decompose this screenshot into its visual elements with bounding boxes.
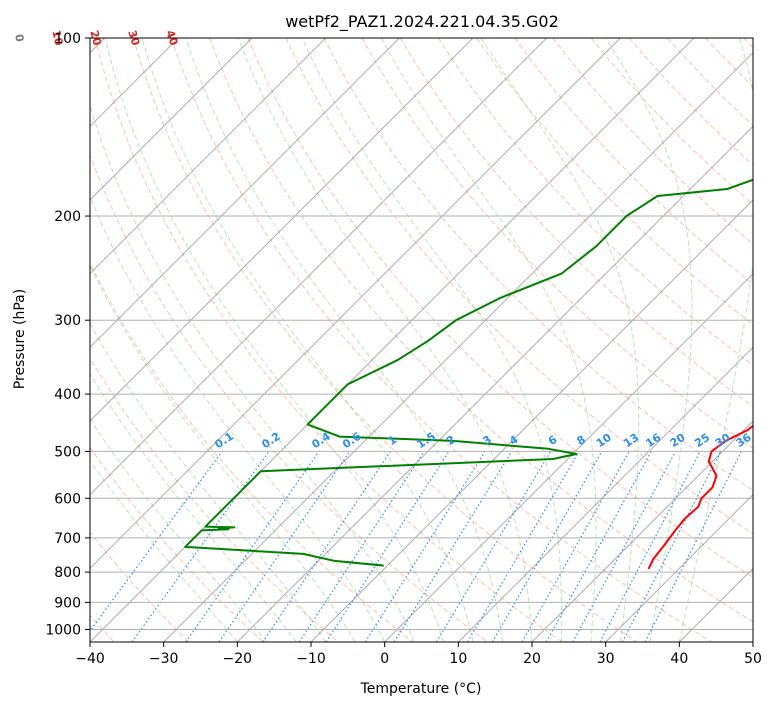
dry-adiabat: [90, 261, 414, 642]
isotherm: [90, 38, 400, 349]
data-series: [184, 178, 753, 570]
isotherm: [384, 272, 753, 642]
mixing-ratio-line: [218, 451, 351, 642]
isotherm: [90, 38, 548, 496]
y-tick-label: 200: [54, 209, 81, 225]
dry-adiabat-label: 0: [12, 33, 26, 43]
x-tick-label: 20: [523, 651, 541, 667]
isotherm: [531, 420, 753, 642]
moist-adiabat: [104, 38, 445, 642]
x-tick-label: 30: [597, 651, 615, 667]
isotherm: [457, 346, 753, 642]
x-tick-label: 50: [744, 651, 762, 667]
x-tick-label: −40: [75, 651, 105, 667]
mixing-ratio-line: [545, 451, 652, 642]
y-tick-label: 300: [54, 313, 81, 329]
mixing-ratio-line: [572, 451, 677, 642]
y-tick-label: 800: [54, 565, 81, 581]
dry-adiabat-label: 10: [49, 29, 65, 47]
dry-adiabat: [90, 153, 488, 642]
mixing-ratio-line: [466, 451, 580, 642]
mixing-ratio-line: [90, 451, 223, 632]
moist-adiabat: [90, 459, 238, 642]
dry-adiabat: [247, 38, 753, 578]
dry-adiabat: [285, 38, 753, 535]
mixing-ratio-line: [325, 451, 450, 642]
dry-adiabat: [476, 38, 753, 326]
moist-adiabat: [678, 38, 753, 642]
y-axis-label: Pressure (hPa): [12, 289, 28, 389]
y-tick-label: 900: [54, 595, 81, 611]
moist-adiabat: [90, 194, 386, 642]
y-tick-label: 500: [54, 444, 81, 460]
mixing-ratio-line: [131, 451, 270, 642]
x-tick-label: 40: [670, 651, 688, 667]
dry-adiabat: [209, 38, 753, 623]
mixing-ratio-line: [435, 451, 552, 642]
dewpoint-profile: [184, 178, 753, 567]
x-tick-label: −10: [296, 651, 326, 667]
x-tick-label: −30: [149, 651, 179, 667]
y-tick-label: 700: [54, 531, 81, 547]
mixing-ratio-line: [393, 451, 513, 642]
y-tick-label: 100: [54, 31, 81, 47]
dry-adiabat: [90, 357, 339, 642]
dry-adiabat: [323, 38, 753, 492]
isotherm: [163, 51, 753, 642]
isotherm: [90, 38, 621, 570]
mixing-ratio-line: [185, 451, 320, 642]
moist-adiabat: [90, 264, 356, 642]
dry-adiabat: [90, 446, 264, 642]
x-axis-label: Temperature (°C): [360, 681, 482, 697]
mixing-ratio-line: [491, 451, 603, 642]
x-tick-label: 10: [449, 651, 467, 667]
dry-adiabat: [90, 531, 190, 642]
isotherm: [90, 38, 253, 201]
moist-adiabat: [90, 418, 268, 642]
x-tick-label: 0: [380, 651, 389, 667]
moist-adiabat: [480, 38, 640, 642]
y-tick-label: 1000: [45, 622, 81, 638]
dry-adiabat: [399, 38, 753, 408]
y-tick-label: 600: [54, 491, 81, 507]
mixing-ratio-line: [364, 451, 486, 642]
dry-adiabat: [132, 38, 638, 642]
dry-adiabat: [514, 38, 753, 285]
dry-adiabat: [170, 38, 712, 642]
moist-adiabat: [185, 38, 503, 642]
dry-adiabat: [437, 38, 753, 366]
isotherm: [90, 38, 474, 422]
moist-adiabat: [237, 38, 533, 642]
dry-adiabat: [94, 38, 563, 642]
chart-title: wetPf2_PAZ1.2024.221.04.35.G02: [285, 12, 559, 32]
x-tick-label: −20: [223, 651, 253, 667]
moist-adiabat: [301, 38, 563, 642]
plot-frame: [89, 37, 754, 643]
isotherm: [310, 199, 753, 642]
isotherm: [90, 38, 327, 275]
y-tick-label: 400: [54, 387, 81, 403]
isotherm: [236, 125, 753, 642]
isotherm: [605, 493, 753, 642]
moist-adiabat: [90, 322, 327, 642]
axis-ticks: −40 −30 −20 −10 0 10 20 30 40 50 1000 900 800 700 600 5…: [45, 31, 762, 667]
background-lines: [90, 38, 753, 642]
dry-adiabat: [361, 38, 753, 449]
mixing-ratio-line: [521, 451, 630, 642]
moist-adiabat: [90, 372, 297, 642]
temperature-profile: [647, 424, 753, 570]
moist-adiabat: [605, 38, 693, 642]
